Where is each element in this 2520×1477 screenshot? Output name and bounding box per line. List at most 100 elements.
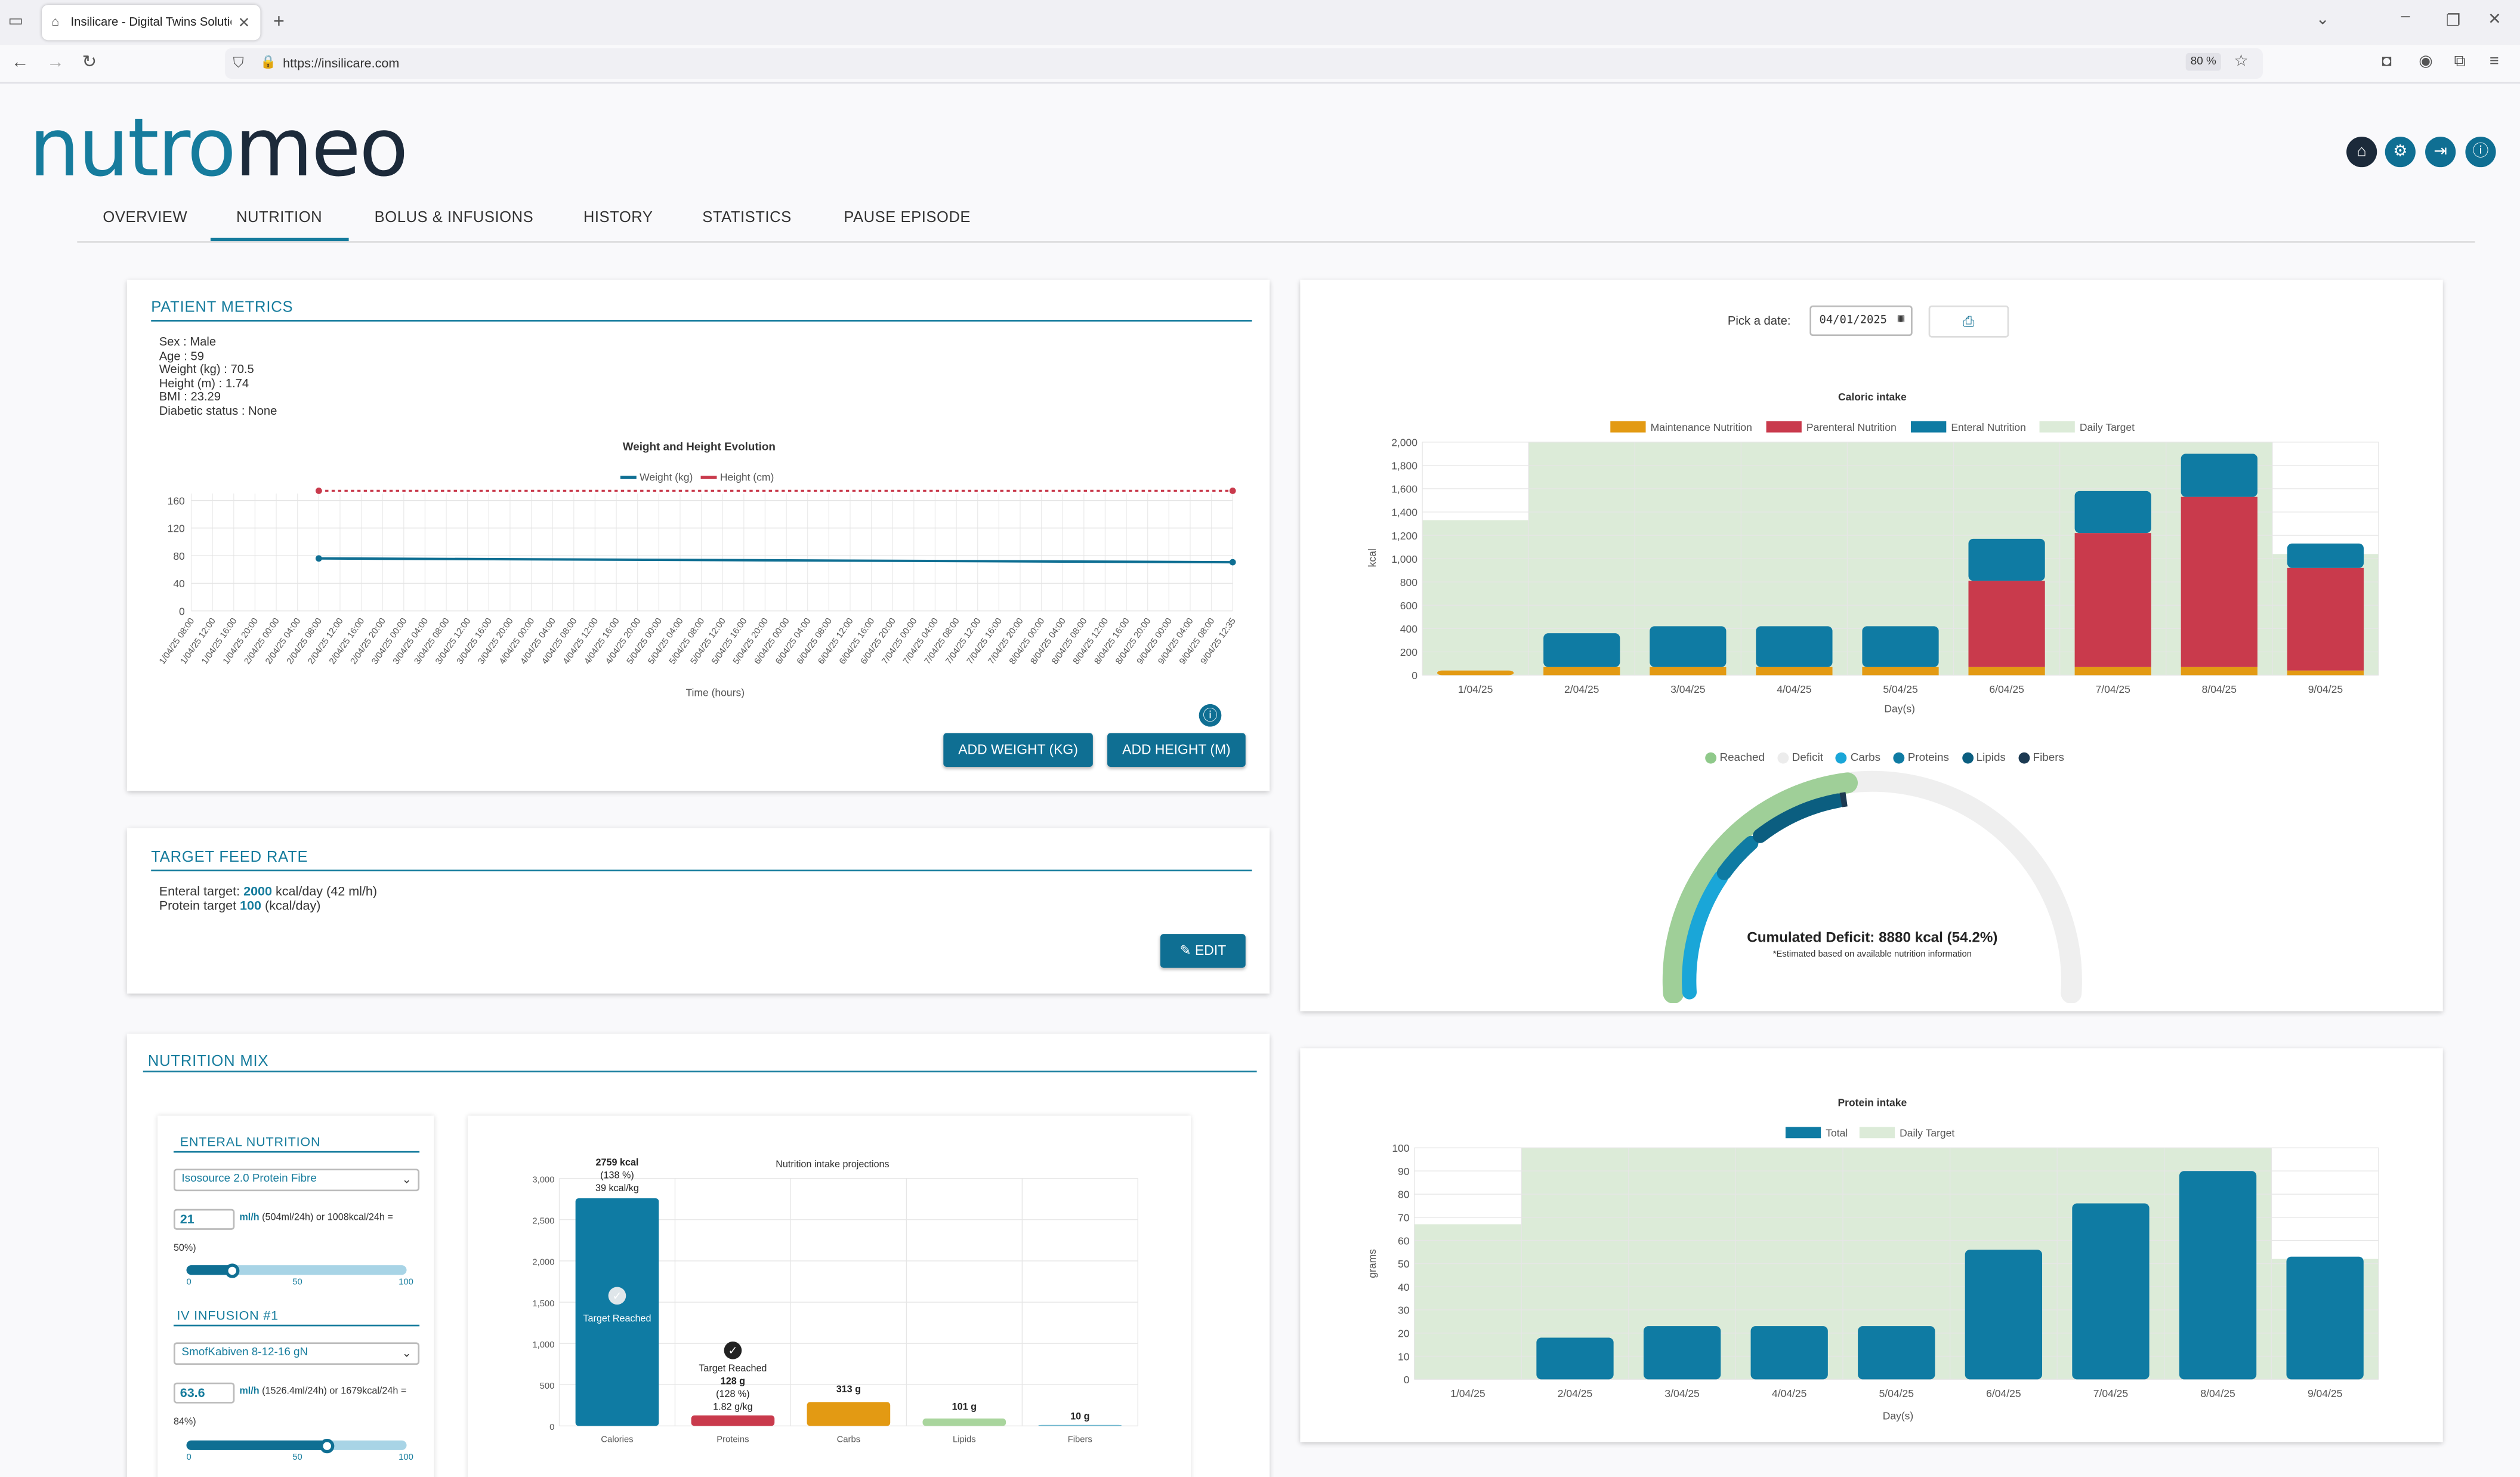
enteral-target-prefix: Enteral target: [159, 884, 244, 899]
calendar-icon[interactable]: ▦ [1897, 312, 1905, 325]
bar-segment [1862, 626, 1939, 667]
add-weight-button[interactable]: ADD WEIGHT (KG) [943, 733, 1093, 767]
bar-segment [2074, 491, 2151, 534]
tab-nutrition[interactable]: NUTRITION [236, 209, 323, 227]
ytick: 70 [1398, 1212, 1410, 1224]
prot-legend-target-swatch [1859, 1127, 1895, 1139]
enteral-slider-thumb[interactable] [225, 1263, 240, 1278]
pj-xtick: Proteins [717, 1435, 749, 1444]
bookmark-star-icon[interactable]: ☆ [2234, 53, 2249, 71]
cal-label-3: 39 kcal/kg [595, 1183, 639, 1194]
iv-slider-fill [186, 1440, 327, 1450]
settings-icon[interactable]: ⚙ [2385, 136, 2416, 168]
printer-icon: ⎙ [1963, 313, 1975, 330]
nutrition-mix-rule [143, 1071, 1257, 1072]
projections-panel: Nutrition intake projections 0 500 1,000 1,… [467, 1115, 1191, 1477]
tab-statistics[interactable]: STATISTICS [702, 209, 792, 227]
tab-overview[interactable]: OVERVIEW [103, 209, 188, 227]
wh-ytick: 40 [173, 578, 185, 590]
ytick: 20 [1398, 1328, 1410, 1340]
enteral-slider-track[interactable] [186, 1263, 407, 1278]
edit-button[interactable]: ✎ EDIT [1160, 934, 1246, 968]
home-icon[interactable]: ⌂ [2346, 136, 2377, 168]
xtick: 2/04/25 [1564, 683, 1599, 695]
patient-diabetic-status: Diabetic status : None [159, 402, 277, 418]
back-icon[interactable]: ← [11, 53, 29, 73]
protein-target-line: Protein target 100 (kcal/day) [159, 899, 377, 913]
projections-chart: Nutrition intake projections 0 500 1,000 1,… [532, 1157, 1138, 1444]
window-close-icon[interactable]: ✕ [2488, 11, 2502, 29]
fibers-label: 10 g [1070, 1411, 1089, 1422]
legend-fibers-dot [2018, 752, 2030, 764]
iv-rate-text: (1526.4ml/24h) or 1679kcal/24h = [262, 1387, 407, 1397]
url-bar[interactable]: ⛉ 🔒 https://insilicare.com 80 % ☆ [225, 48, 2263, 79]
iv-slider-thumb[interactable] [319, 1438, 334, 1453]
zoom-level[interactable]: 80 % [2185, 53, 2221, 71]
iv-rate-input[interactable]: 63.6 [173, 1382, 235, 1404]
minimize-icon[interactable]: – [2401, 8, 2410, 26]
tab-overflow-icon[interactable]: ⌄ [2315, 11, 2330, 29]
iv-product-select[interactable]: SmofKabiven 8-12-16 gN ⌄ [173, 1342, 420, 1365]
pocket-icon[interactable]: ◘ [2382, 53, 2392, 71]
tab-list-icon[interactable]: ▭ [8, 13, 23, 31]
patient-height: Height (m) : 1.74 [159, 375, 249, 390]
protein-target-value: 100 [240, 898, 262, 914]
chart-info-icon[interactable]: ⓘ [1199, 704, 1222, 727]
date-input[interactable]: 04/01/2025 ▦ [1809, 305, 1913, 337]
cal-label-1: 2759 kcal [596, 1157, 639, 1168]
bar-segment [1968, 581, 2045, 667]
close-tab-icon[interactable]: ✕ [237, 14, 251, 31]
browser-tab[interactable]: ⌂ Insilicare - Digital Twins Solutio ✕ [42, 5, 261, 41]
bar-segment [1968, 667, 2045, 676]
nutrition-mix-title: NUTRITION MIX [147, 1053, 269, 1071]
url-text[interactable]: https://insilicare.com [283, 56, 400, 71]
bar-segment [1650, 626, 1727, 667]
deficit-text: Cumulated Deficit: 8880 kcal (54.2%) [1747, 930, 1997, 946]
menu-icon[interactable]: ≡ [2489, 53, 2499, 71]
tab-bolus-infusions[interactable]: BOLUS & INFUSIONS [374, 209, 534, 227]
iv-tick-100: 100 [399, 1453, 413, 1463]
xtick: 1/04/25 [1450, 1387, 1485, 1399]
pj-ytick: 1,000 [532, 1340, 554, 1350]
pencil-icon: ✎ [1179, 942, 1196, 958]
bar-segment [1536, 1337, 1614, 1380]
protein-card: Protein intake Total Daily Target 0 10 20 3… [1300, 1048, 2443, 1442]
enteral-rate-input[interactable]: 21 [173, 1208, 235, 1230]
ytick: 800 [1400, 576, 1418, 588]
enteral-target-line: Enteral target: 2000 kcal/day (42 ml/h) [159, 884, 377, 899]
restore-icon[interactable]: ❐ [2446, 13, 2461, 31]
pj-xtick: Carbs [837, 1435, 860, 1444]
info-icon[interactable]: ⓘ [2465, 136, 2496, 168]
chevron-down-icon: ⌄ [402, 1349, 412, 1361]
xtick: 7/04/25 [2096, 683, 2130, 695]
pj-ytick: 2,500 [532, 1216, 554, 1226]
pick-date-label: Pick a date: [1727, 313, 1791, 328]
wh-chart-title: Weight and Height Evolution [623, 440, 776, 452]
projection-bar [807, 1402, 891, 1426]
new-tab-icon[interactable]: + [273, 10, 285, 32]
logout-icon[interactable]: ⇥ [2425, 136, 2456, 168]
weight-height-chart: Weight and Height Evolution Weight (kg) … [158, 440, 1238, 698]
reload-icon[interactable]: ↻ [82, 53, 97, 73]
iv-slider-track[interactable] [186, 1438, 407, 1453]
xtick: 9/04/25 [2308, 1387, 2342, 1399]
tab-title: Insilicare - Digital Twins Solutio [70, 14, 231, 29]
caloric-title: Caloric intake [1838, 391, 1907, 403]
shield-icon[interactable]: ⛉ [233, 54, 244, 71]
add-height-button[interactable]: ADD HEIGHT (M) [1107, 733, 1246, 767]
bar-segment [2286, 1256, 2364, 1380]
cal-y-label: kcal [1366, 548, 1378, 567]
enteral-target-value: 2000 [243, 884, 273, 899]
wh-x-label: Time (hours) [686, 686, 745, 698]
print-button[interactable]: ⎙ [1928, 305, 2009, 338]
tab-history[interactable]: HISTORY [583, 209, 653, 227]
account-icon[interactable]: ◉ [2419, 53, 2433, 71]
extensions-icon[interactable]: ⧉ [2454, 53, 2466, 71]
enteral-product-select[interactable]: Isosource 2.0 Protein Fibre ⌄ [173, 1168, 420, 1192]
tab-pause-episode[interactable]: PAUSE EPISODE [844, 209, 971, 227]
caloric-intake-chart: Caloric intake Maintenance Nutrition Par… [1366, 391, 2379, 714]
lock-icon[interactable]: 🔒 [260, 54, 277, 69]
enteral-rate-detail: ml/h (504ml/24h) or 1008kcal/24h = [239, 1214, 393, 1223]
forward-icon[interactable]: → [47, 53, 64, 73]
protein-target-prefix: Protein target [159, 898, 240, 914]
